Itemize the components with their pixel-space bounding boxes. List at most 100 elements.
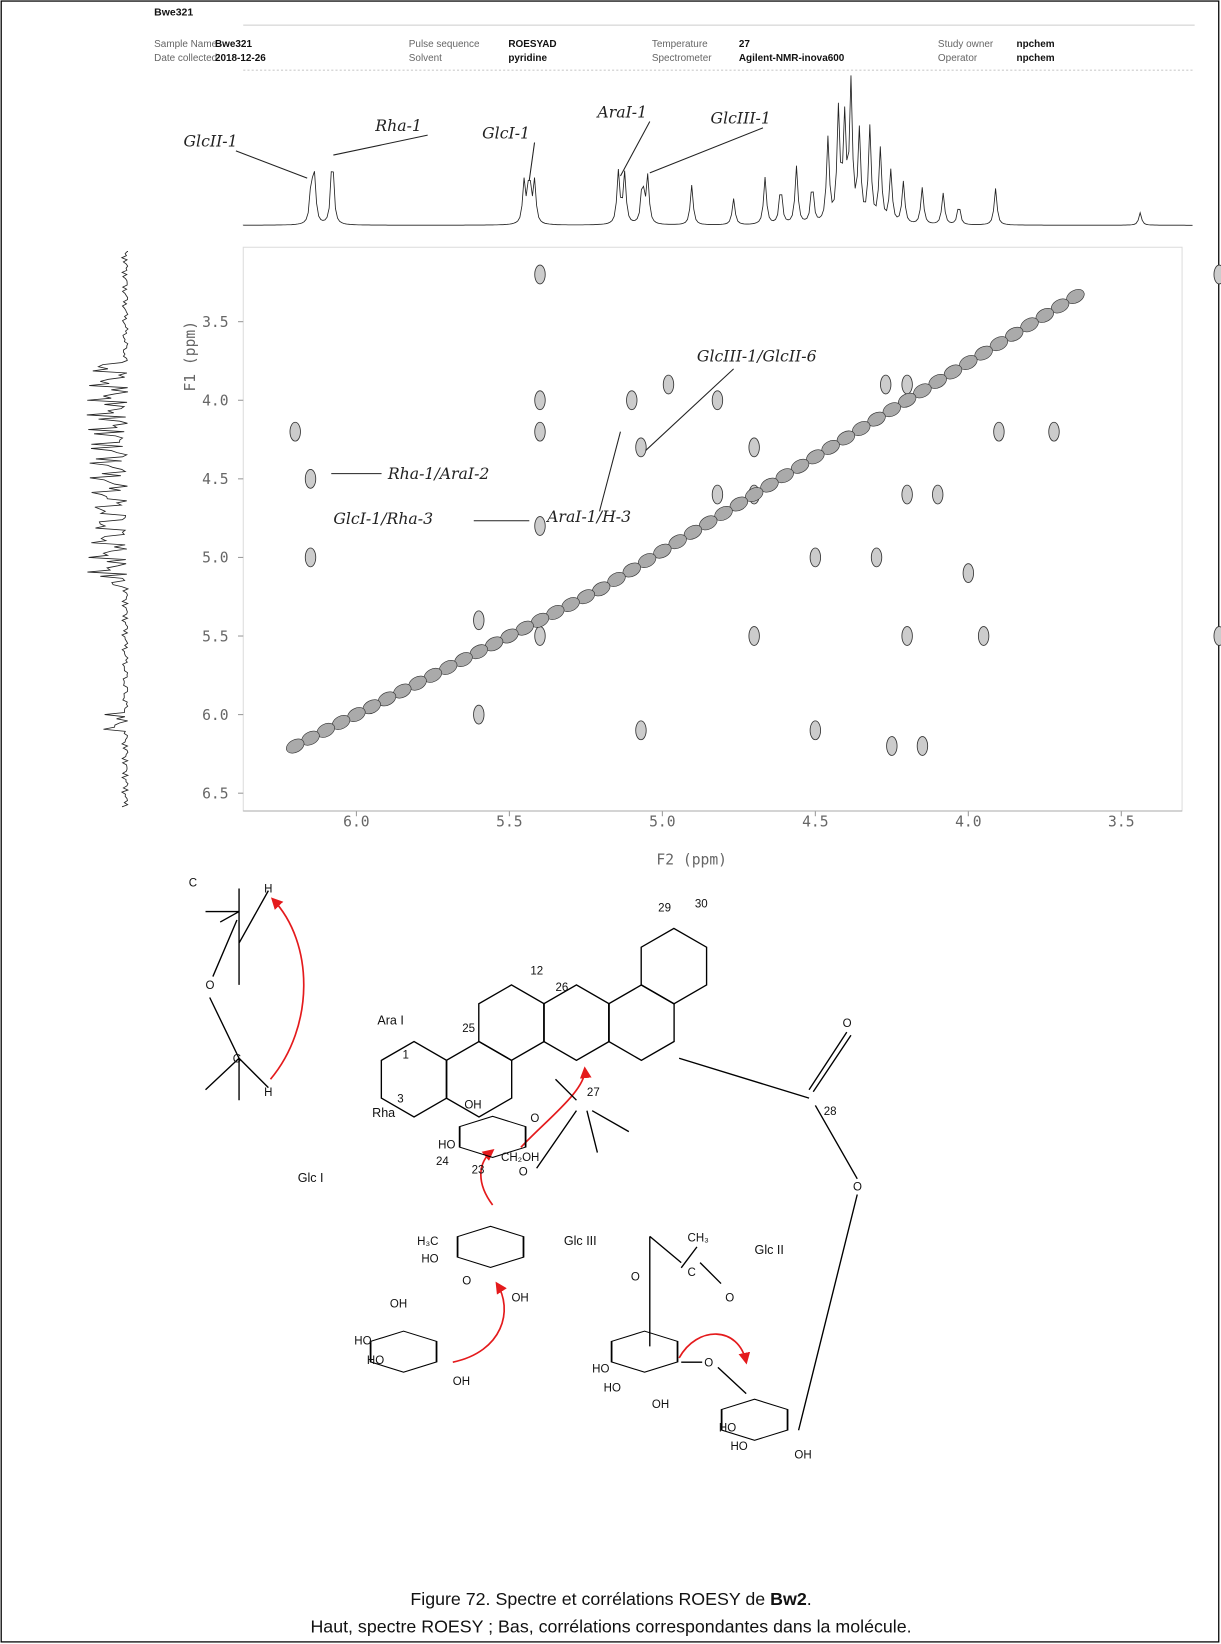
cross-peak: [534, 626, 546, 646]
leader-line: [235, 150, 308, 179]
scheme-label: C: [189, 877, 197, 889]
correlation-label: Rha-1/AraI-2: [387, 464, 490, 483]
cross-peak: [901, 374, 913, 395]
peak-label: GlcII-1: [184, 132, 238, 151]
x-tick-label: 5.5: [496, 814, 522, 831]
field-value: npchem: [1017, 39, 1055, 50]
ring: [608, 984, 675, 1062]
cross-peak: [473, 704, 485, 725]
diagonal-peak: [286, 738, 305, 754]
field-label: Solvent: [409, 53, 442, 64]
atom-label: HO: [421, 1254, 438, 1266]
field-value: 27: [739, 39, 751, 50]
y-tick-label: 4.5: [202, 471, 228, 488]
cross-peak: [962, 563, 974, 583]
leader-line: [619, 121, 651, 177]
cross-peak: [993, 421, 1005, 442]
cross-peak: [809, 547, 822, 568]
leader-line: [649, 127, 764, 174]
peak-label: GlcIII-1: [711, 109, 771, 128]
x-tick-label: 3.5: [1108, 814, 1134, 831]
atom-label: 1: [403, 1049, 409, 1061]
ring: [640, 927, 708, 1005]
field-value: Agilent-NMR-inova600: [739, 53, 845, 64]
caption-text: Figure 72. Spectre et corrélations ROESY…: [410, 1589, 770, 1609]
field-label: Operator: [938, 53, 978, 64]
peak-label: AraI-1: [595, 102, 647, 121]
atom-label: C: [688, 1267, 696, 1279]
sugar-label: Rha: [372, 1106, 395, 1120]
atom-label: 30: [695, 898, 708, 910]
cross-peak: [748, 626, 760, 646]
atom-label: HO: [438, 1139, 455, 1151]
cross-peak: [289, 421, 301, 442]
atom-label: 28: [824, 1106, 837, 1118]
atom-label: OH: [794, 1450, 811, 1462]
field-value: ROESYAD: [508, 39, 556, 50]
atom-label: HO: [354, 1335, 371, 1347]
sugar-label: Ara I: [377, 1014, 404, 1028]
x-tick-label: 6.0: [343, 814, 369, 831]
sugar-ring: [720, 1398, 789, 1441]
caption-text: .: [807, 1589, 812, 1609]
cross-peak: [901, 626, 913, 646]
atom-label: O: [462, 1276, 471, 1288]
scheme-label: H: [264, 884, 272, 896]
cross-peak: [304, 468, 317, 489]
atom-label: 3: [397, 1093, 403, 1105]
cross-peak: [886, 736, 898, 756]
cross-peak: [916, 736, 929, 756]
atom-label: O: [725, 1292, 734, 1304]
atom-label: OH: [390, 1299, 407, 1311]
sugar-ring: [369, 1330, 438, 1373]
scheme-label: C: [233, 1053, 241, 1065]
cross-peak: [901, 484, 913, 505]
cross-peak: [1213, 626, 1221, 646]
ring: [478, 984, 545, 1062]
roe-arrow: [520, 1066, 592, 1148]
peak-label: Rha-1: [374, 116, 422, 135]
scheme-label: O: [206, 980, 215, 992]
proton-trace: [242, 75, 1193, 226]
atom-label: HO: [730, 1441, 747, 1453]
atom-label: CH₃: [688, 1233, 710, 1245]
atom-label: 26: [555, 982, 568, 994]
sugar-label: Glc III: [564, 1234, 597, 1248]
scheme-bonds: [205, 888, 269, 1101]
leader-line: [528, 142, 536, 181]
field-label: Spectrometer: [652, 53, 712, 64]
cross-peak: [534, 516, 546, 536]
x-axis-label: F2 (ppm): [656, 851, 727, 868]
field-value: Bwe321: [215, 39, 252, 50]
cross-peak: [1048, 421, 1060, 442]
caption: Haut, spectre ROESY ; Bas, corrélations …: [310, 1616, 911, 1636]
cross-peak: [977, 626, 990, 646]
cross-peak: [748, 437, 760, 458]
leader-line: [598, 431, 621, 512]
leader-line: [333, 134, 428, 156]
roe-arrow: [480, 1149, 495, 1206]
atom-label: 25: [462, 1023, 475, 1035]
scheme-label: H: [264, 1087, 272, 1099]
cross-peak: [534, 390, 546, 411]
atom-label: O: [519, 1167, 528, 1179]
caption-bold: Bw2: [770, 1589, 807, 1609]
cross-peak: [932, 484, 944, 505]
y-tick-label: 5.5: [202, 628, 228, 645]
cross-peak: [534, 264, 546, 285]
field-value: 2018-12-26: [215, 53, 266, 64]
cross-peak: [870, 547, 883, 568]
cross-peak: [1213, 264, 1221, 285]
atom-label: OH: [464, 1100, 481, 1112]
field-value: pyridine: [508, 53, 547, 64]
x-tick-label: 4.0: [955, 814, 981, 831]
cross-peak: [711, 390, 724, 411]
proton-trace: [86, 251, 130, 808]
plot-frame: [242, 246, 1183, 812]
sugar-label: Glc II: [755, 1243, 784, 1257]
atom-label: O: [704, 1357, 713, 1369]
field-label: Sample Name: [154, 39, 217, 50]
atom-label: 29: [658, 903, 671, 915]
atom-label: H₃C: [417, 1236, 438, 1248]
